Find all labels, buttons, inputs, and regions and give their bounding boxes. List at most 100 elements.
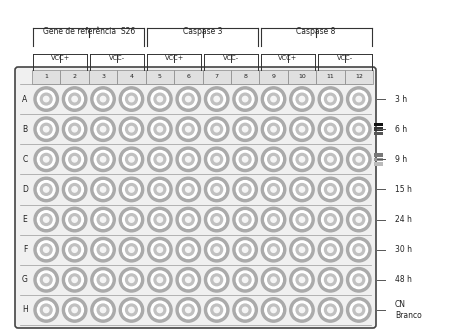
- Circle shape: [69, 304, 80, 316]
- Circle shape: [293, 150, 311, 168]
- Circle shape: [151, 150, 169, 168]
- Circle shape: [69, 123, 80, 135]
- Circle shape: [233, 238, 257, 262]
- Circle shape: [208, 181, 225, 198]
- Text: H: H: [22, 306, 28, 315]
- Circle shape: [151, 271, 169, 289]
- Circle shape: [151, 90, 169, 108]
- Circle shape: [271, 187, 276, 192]
- Circle shape: [34, 147, 58, 172]
- Circle shape: [237, 301, 254, 319]
- Bar: [374, 132, 383, 135]
- Text: VCC-: VCC-: [223, 55, 239, 61]
- Text: 30 h: 30 h: [395, 245, 412, 254]
- Circle shape: [322, 90, 339, 108]
- Circle shape: [214, 307, 219, 313]
- Circle shape: [214, 187, 219, 192]
- Circle shape: [290, 117, 314, 141]
- Text: 10: 10: [298, 74, 306, 79]
- Circle shape: [119, 117, 144, 141]
- Circle shape: [69, 244, 80, 256]
- Circle shape: [129, 96, 134, 102]
- Circle shape: [66, 241, 84, 259]
- Circle shape: [328, 96, 333, 102]
- Circle shape: [182, 184, 194, 195]
- Circle shape: [243, 127, 248, 132]
- Circle shape: [239, 93, 251, 105]
- Circle shape: [261, 268, 286, 292]
- Circle shape: [322, 301, 339, 319]
- Circle shape: [69, 93, 80, 105]
- Circle shape: [40, 214, 52, 225]
- Circle shape: [126, 123, 137, 135]
- Circle shape: [324, 93, 336, 105]
- Circle shape: [293, 241, 311, 259]
- Circle shape: [40, 93, 52, 105]
- Circle shape: [214, 217, 219, 222]
- Circle shape: [208, 241, 225, 259]
- Text: VCC+: VCC+: [51, 55, 70, 61]
- Circle shape: [129, 217, 134, 222]
- Circle shape: [267, 244, 280, 256]
- Circle shape: [97, 93, 109, 105]
- Circle shape: [211, 214, 223, 225]
- Text: VCC+: VCC+: [278, 55, 298, 61]
- Circle shape: [290, 87, 314, 111]
- Circle shape: [176, 147, 201, 172]
- Circle shape: [350, 90, 368, 108]
- Circle shape: [271, 127, 276, 132]
- Circle shape: [233, 87, 257, 111]
- Circle shape: [119, 177, 144, 202]
- Circle shape: [353, 93, 365, 105]
- Circle shape: [62, 87, 87, 111]
- Text: 12: 12: [355, 74, 363, 79]
- Circle shape: [265, 181, 282, 198]
- Text: G: G: [22, 275, 28, 284]
- Bar: [374, 123, 383, 126]
- Circle shape: [214, 96, 219, 102]
- Circle shape: [40, 244, 52, 256]
- Circle shape: [299, 157, 304, 162]
- Circle shape: [350, 211, 368, 228]
- Circle shape: [265, 211, 282, 228]
- Circle shape: [182, 153, 194, 165]
- Circle shape: [43, 157, 49, 162]
- Circle shape: [322, 120, 339, 138]
- Circle shape: [157, 307, 163, 313]
- Circle shape: [66, 150, 84, 168]
- Circle shape: [346, 207, 371, 232]
- Text: VCC-: VCC-: [109, 55, 125, 61]
- Circle shape: [265, 301, 282, 319]
- Circle shape: [186, 277, 191, 282]
- Circle shape: [296, 123, 308, 135]
- Circle shape: [328, 307, 333, 313]
- Circle shape: [176, 268, 201, 292]
- Circle shape: [119, 268, 144, 292]
- Circle shape: [126, 214, 137, 225]
- Circle shape: [43, 187, 49, 192]
- Circle shape: [151, 181, 169, 198]
- Circle shape: [126, 153, 137, 165]
- Text: VCC+: VCC+: [164, 55, 184, 61]
- Circle shape: [66, 211, 84, 228]
- Circle shape: [148, 87, 172, 111]
- Circle shape: [100, 247, 106, 252]
- Circle shape: [299, 247, 304, 252]
- Bar: [146, 70, 174, 84]
- Circle shape: [350, 301, 368, 319]
- Circle shape: [239, 244, 251, 256]
- Circle shape: [208, 301, 225, 319]
- Circle shape: [324, 123, 336, 135]
- Circle shape: [91, 117, 115, 141]
- Circle shape: [271, 277, 276, 282]
- Text: 7: 7: [215, 74, 219, 79]
- Text: 11: 11: [327, 74, 334, 79]
- Circle shape: [353, 214, 365, 225]
- Text: Caspase 3: Caspase 3: [183, 27, 222, 36]
- Circle shape: [346, 298, 371, 322]
- Text: F: F: [23, 245, 27, 254]
- Circle shape: [91, 268, 115, 292]
- Text: 9: 9: [272, 74, 275, 79]
- Circle shape: [299, 96, 304, 102]
- Circle shape: [182, 123, 194, 135]
